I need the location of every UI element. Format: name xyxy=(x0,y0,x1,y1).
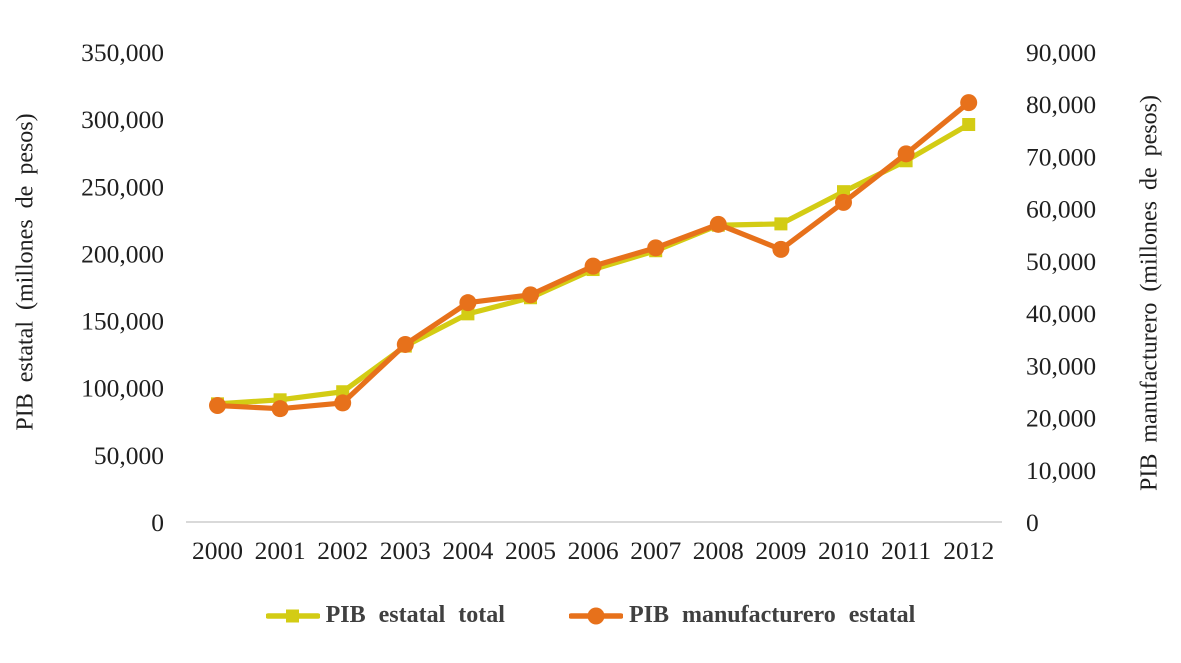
right-axis-tick-label: 20,000 xyxy=(1026,404,1096,433)
x-axis-tick-label: 2011 xyxy=(881,536,931,565)
x-axis-tick-label: 2012 xyxy=(943,536,994,565)
legend-item-pib-manufacturero-estatal: PIB manufacturero estatal xyxy=(568,602,916,629)
right-axis-tick-label: 10,000 xyxy=(1026,456,1096,485)
legend-marker-circle-icon xyxy=(568,607,623,624)
legend-label-pib-estatal-total: PIB estatal total xyxy=(325,602,505,628)
legend: PIB estatal total PIB manufacturero esta… xyxy=(0,602,1181,629)
data-point-marker xyxy=(584,257,602,275)
x-axis-tick-label: 2002 xyxy=(317,536,368,565)
x-axis-tick-label: 2004 xyxy=(442,536,493,565)
data-point-marker xyxy=(835,193,852,211)
right-axis-tick-label: 40,000 xyxy=(1026,299,1096,328)
right-axis-tick-label: 50,000 xyxy=(1026,247,1096,276)
left-axis-tick-label: 0 xyxy=(151,508,164,537)
x-axis-tick-label: 2006 xyxy=(568,536,619,565)
data-point-marker xyxy=(897,145,915,163)
series-line-1 xyxy=(214,100,972,412)
left-axis-tick-label: 300,000 xyxy=(81,105,164,134)
left-axis-tick-label: 50,000 xyxy=(94,441,164,470)
left-axis-tick-label: 250,000 xyxy=(81,172,164,201)
x-axis-tick-label: 2008 xyxy=(693,536,744,565)
x-axis-tick-label: 2005 xyxy=(505,536,556,565)
data-point-marker xyxy=(960,94,978,112)
right-axis-tick-label: 0 xyxy=(1026,508,1039,537)
data-point-marker xyxy=(459,294,477,312)
x-axis-tick-label: 2007 xyxy=(630,536,681,565)
left-axis-tick-label: 150,000 xyxy=(81,307,164,336)
x-axis-tick-label: 2001 xyxy=(255,536,306,565)
x-axis-tick-label: 2000 xyxy=(192,536,243,565)
data-point-marker xyxy=(772,240,790,258)
right-axis-tick-label: 70,000 xyxy=(1026,142,1096,171)
right-axis-tick-label: 30,000 xyxy=(1026,351,1096,380)
data-point-marker xyxy=(334,394,352,412)
x-axis-tick-label: 2003 xyxy=(380,536,431,565)
data-point-marker xyxy=(709,215,727,233)
data-point-marker xyxy=(209,397,226,415)
right-axis-tick-label: 60,000 xyxy=(1026,195,1096,224)
right-axis-tick-label: 90,000 xyxy=(1026,38,1096,67)
data-point-marker xyxy=(962,118,976,132)
data-point-marker xyxy=(336,385,350,399)
left-axis-tick-label: 100,000 xyxy=(81,374,164,403)
left-axis-tick-label: 200,000 xyxy=(81,239,164,268)
legend-item-pib-estatal-total: PIB estatal total xyxy=(265,602,505,629)
data-point-marker xyxy=(396,335,414,353)
legend-label-pib-manufacturero-estatal: PIB manufacturero estatal xyxy=(628,602,916,628)
right-axis-tick-label: 80,000 xyxy=(1026,90,1096,119)
data-point-marker xyxy=(774,217,788,231)
data-point-marker xyxy=(522,286,539,304)
x-axis-tick-label: 2009 xyxy=(755,536,806,565)
data-point-marker xyxy=(271,400,289,418)
data-point-marker xyxy=(461,307,475,321)
legend-marker-square-icon xyxy=(265,609,320,622)
x-axis-tick-label: 2010 xyxy=(818,536,869,565)
data-point-marker xyxy=(647,239,665,257)
left-axis-tick-label: 350,000 xyxy=(81,38,164,67)
